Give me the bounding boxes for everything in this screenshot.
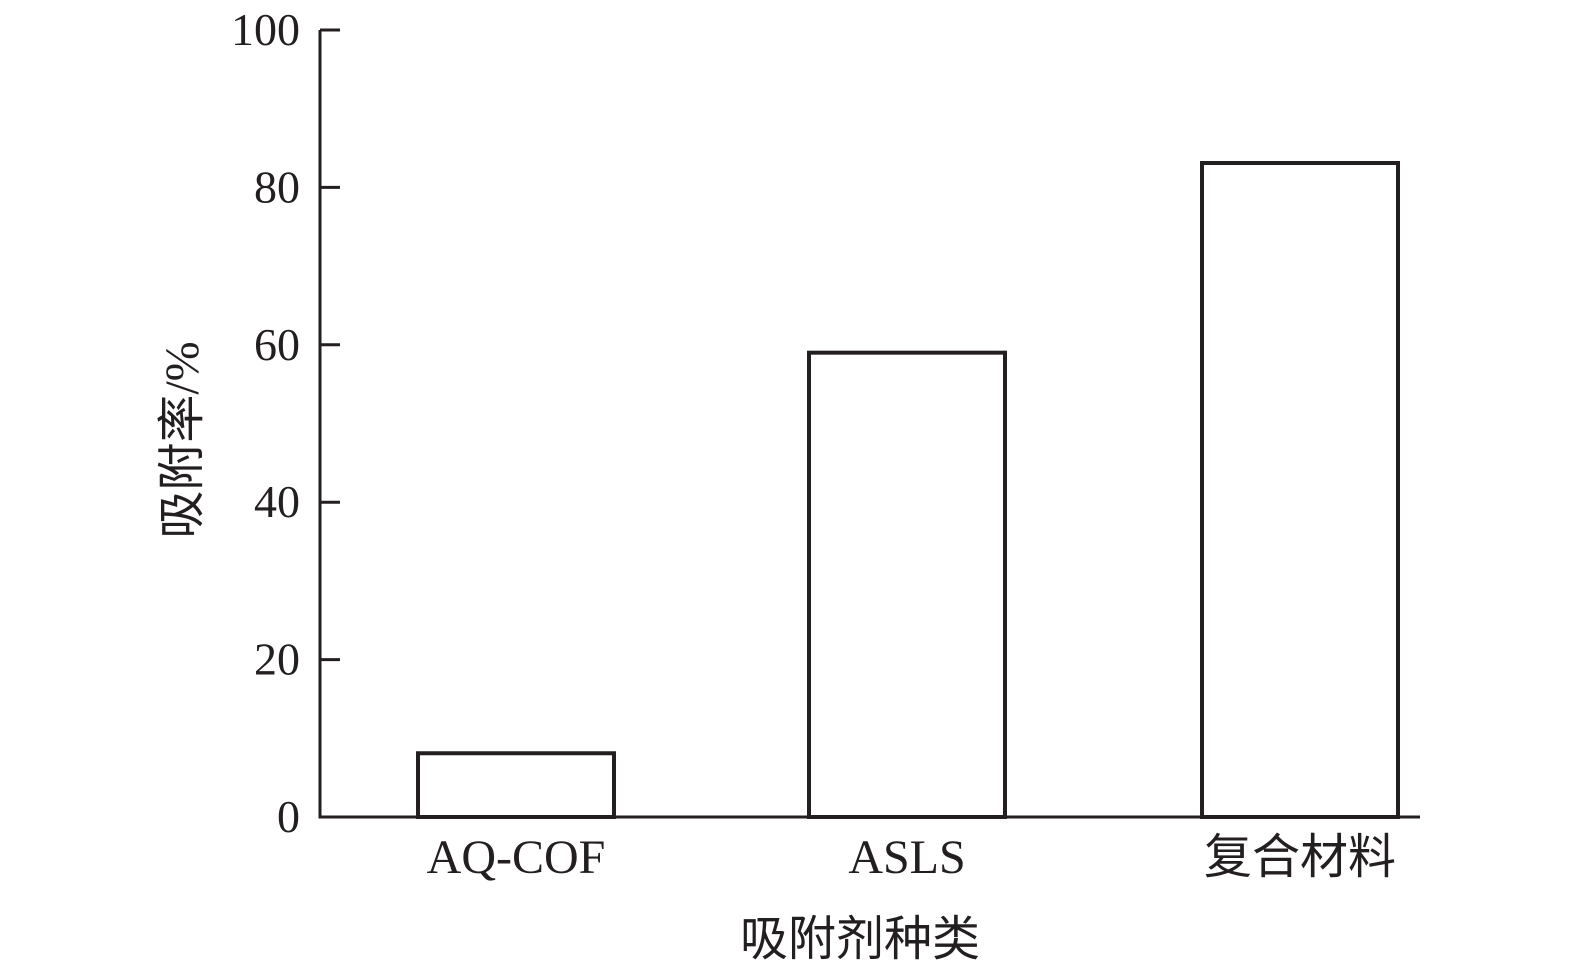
bars — [416, 161, 1400, 820]
bar — [1200, 161, 1400, 820]
bar — [807, 350, 1007, 819]
y-tick-label: 0 — [277, 791, 300, 842]
y-tick-labels: 0 20 40 60 80 100 — [231, 4, 300, 842]
bar — [416, 751, 616, 819]
x-tick-label: ASLS — [848, 831, 965, 884]
y-axis-label: 吸附率/% — [156, 341, 209, 538]
y-tick-label: 40 — [254, 476, 300, 527]
x-tick-labels: AQ-COF ASLS 复合材料 — [427, 831, 1396, 884]
x-axis-label: 吸附剂种类 — [740, 913, 980, 966]
y-tick-label: 60 — [254, 319, 300, 370]
y-tick-label: 20 — [254, 634, 300, 685]
x-tick-label: AQ-COF — [427, 831, 606, 884]
y-tick-label: 80 — [254, 161, 300, 212]
x-tick-label: 复合材料 — [1204, 831, 1396, 884]
y-tick-label: 100 — [231, 4, 300, 55]
